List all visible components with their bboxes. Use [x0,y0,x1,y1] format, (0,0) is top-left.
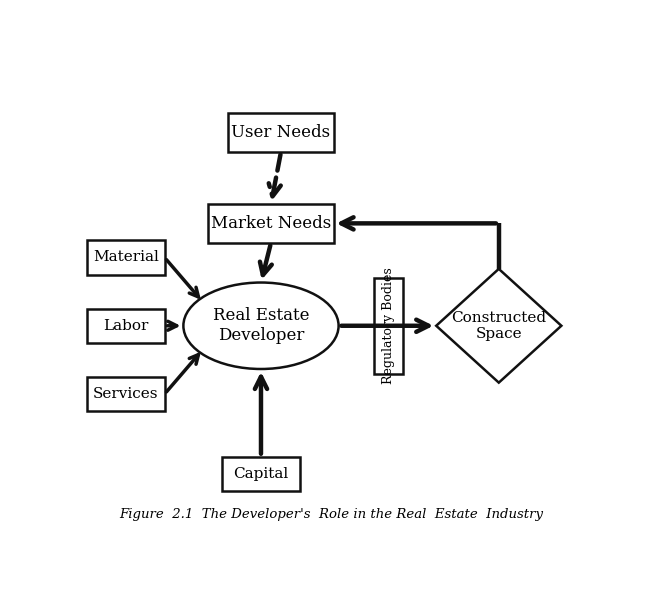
Text: Market Needs: Market Needs [211,215,331,232]
Ellipse shape [183,282,339,369]
FancyBboxPatch shape [374,278,403,374]
FancyBboxPatch shape [209,204,333,243]
FancyBboxPatch shape [87,309,165,343]
FancyBboxPatch shape [229,113,333,152]
Text: Material: Material [93,251,159,265]
Polygon shape [436,269,561,382]
Text: Services: Services [93,387,158,401]
Text: Constructed
Space: Constructed Space [451,311,547,341]
Text: Labor: Labor [103,319,149,333]
FancyBboxPatch shape [87,241,165,275]
FancyBboxPatch shape [87,377,165,411]
Text: Regulatory Bodies: Regulatory Bodies [382,267,395,384]
FancyBboxPatch shape [222,457,300,491]
Text: Capital: Capital [233,467,289,480]
Text: Figure  2.1  The Developer's  Role in the Real  Estate  Industry: Figure 2.1 The Developer's Role in the R… [119,508,543,521]
Text: Real Estate
Developer: Real Estate Developer [213,307,309,344]
Text: User Needs: User Needs [231,124,331,141]
